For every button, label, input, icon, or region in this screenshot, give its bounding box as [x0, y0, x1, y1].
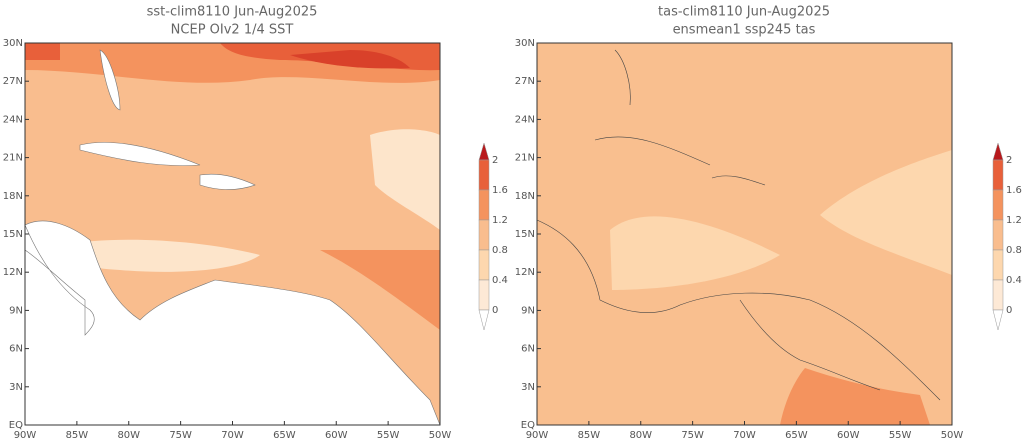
lat-label: 15N	[515, 229, 535, 240]
lon-label: 85W	[578, 430, 601, 438]
colorbar-label: 2	[492, 155, 498, 166]
sst-map	[24, 42, 441, 426]
colorbar-label: 2	[1006, 155, 1012, 166]
colorbar-label: 0.8	[1006, 245, 1022, 256]
lon-label: 75W	[681, 430, 704, 438]
lat-label: 12N	[3, 267, 23, 278]
colorbar-label: 1.2	[492, 215, 508, 226]
lat-label: 3N	[9, 382, 23, 393]
lat-label: 6N	[521, 344, 535, 355]
colorbar-segment	[992, 249, 1004, 281]
colorbar-cap	[992, 142, 1004, 161]
lon-label: 60W	[837, 430, 860, 438]
colorbar-segment	[992, 189, 1004, 221]
lon-label: 90W	[526, 430, 549, 438]
lat-label: 9N	[521, 305, 535, 316]
lat-label: 3N	[521, 382, 535, 393]
lat-label: 9N	[9, 305, 23, 316]
colorbar-label: 0	[492, 305, 498, 316]
lon-label: 65W	[785, 430, 808, 438]
lon-label: 90W	[14, 430, 37, 438]
colorbar-segment	[478, 159, 490, 191]
colorbar-label: 0.4	[1006, 275, 1022, 286]
lat-label: 27N	[515, 76, 535, 87]
colorbar-label: 0.4	[492, 275, 508, 286]
colorbar-segment	[478, 279, 490, 311]
lon-label: 80W	[117, 430, 140, 438]
colorbar-label: 0	[1006, 305, 1012, 316]
lat-label: 27N	[3, 76, 23, 87]
colorbar-segment	[992, 159, 1004, 191]
colorbar-segment	[992, 279, 1004, 311]
lat-label: 21N	[515, 153, 535, 164]
lat-label: 15N	[3, 229, 23, 240]
lon-label: 50W	[429, 430, 452, 438]
lat-label: EQ	[521, 420, 535, 431]
colorbar-segment	[478, 189, 490, 221]
panel-title: sst-clim8110 Jun-Aug2025	[147, 5, 318, 20]
colorbar-cap	[478, 309, 490, 331]
panel-subtitle: ensmean1 ssp245 tas	[673, 23, 816, 38]
lat-label: 12N	[515, 267, 535, 278]
lon-label: 55W	[377, 430, 400, 438]
lon-label: 55W	[889, 430, 912, 438]
lon-label: 50W	[941, 430, 964, 438]
colorbar-label: 0.8	[492, 245, 508, 256]
colorbar-label: 1.6	[1006, 185, 1022, 196]
colorbar-label: 1.6	[492, 185, 508, 196]
lon-label: 85W	[66, 430, 89, 438]
lat-label: 21N	[3, 153, 23, 164]
lat-label: 24N	[515, 114, 535, 125]
lon-label: 75W	[169, 430, 192, 438]
colorbar-segment	[992, 219, 1004, 251]
lon-label: 80W	[629, 430, 652, 438]
lat-label: EQ	[9, 420, 23, 431]
colorbar-segment	[478, 249, 490, 281]
colorbar-segment	[478, 219, 490, 251]
lat-label: 18N	[3, 191, 23, 202]
lat-label: 24N	[3, 114, 23, 125]
lat-label: 6N	[9, 344, 23, 355]
lon-label: 70W	[733, 430, 756, 438]
lon-label: 60W	[325, 430, 348, 438]
lon-label: 65W	[273, 430, 296, 438]
lat-label: 30N	[515, 38, 535, 49]
colorbar-label: 1.2	[1006, 215, 1022, 226]
lat-label: 30N	[3, 38, 23, 49]
panel-subtitle: NCEP OIv2 1/4 SST	[171, 23, 294, 38]
lat-label: 18N	[515, 191, 535, 202]
panel-title: tas-clim8110 Jun-Aug2025	[658, 5, 830, 20]
colorbar-cap	[992, 309, 1004, 331]
tas-map	[536, 42, 953, 426]
lon-label: 70W	[221, 430, 244, 438]
colorbar-cap	[478, 142, 490, 161]
